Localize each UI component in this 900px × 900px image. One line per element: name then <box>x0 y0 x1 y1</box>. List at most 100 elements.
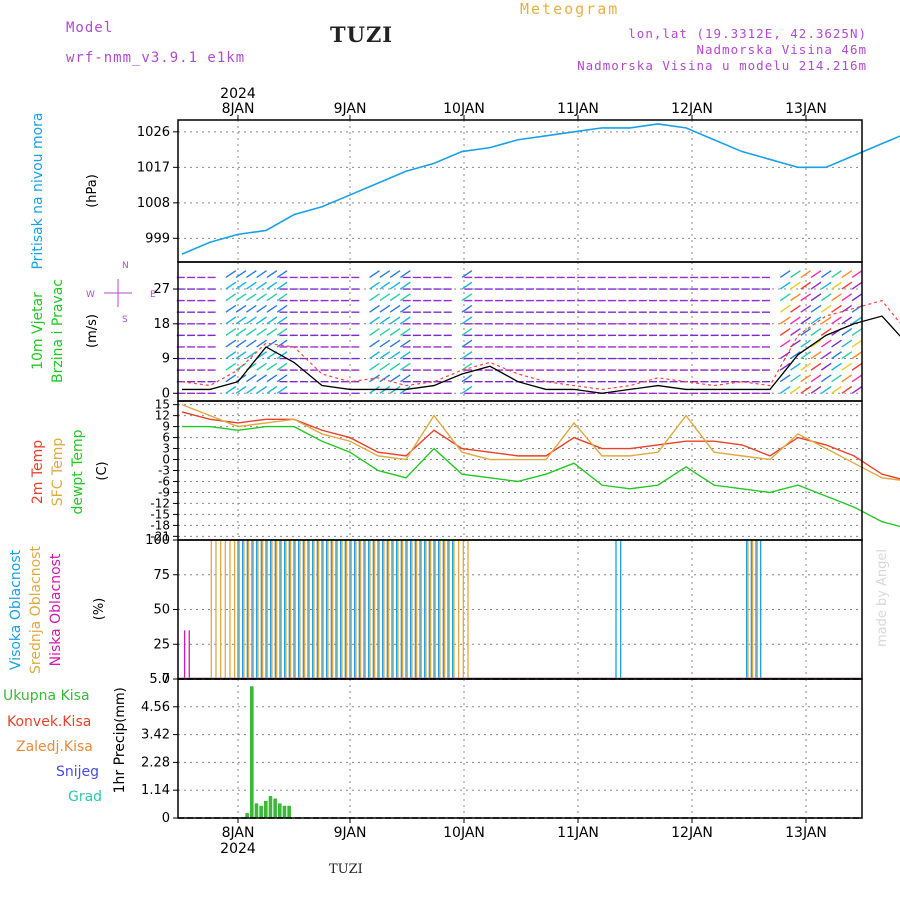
wind-barb <box>841 270 853 279</box>
wind-barb <box>800 374 812 383</box>
precip-bar <box>254 803 259 818</box>
wind-barb <box>246 316 257 325</box>
wind-barb <box>235 293 247 302</box>
wind-barb <box>256 270 267 279</box>
wind-barb <box>276 293 288 302</box>
wind-barb <box>225 270 237 279</box>
y-tick-label: 1.14 <box>141 783 170 798</box>
temp-series-2 <box>182 425 900 528</box>
wind-gust-line <box>181 299 900 391</box>
wind-barb <box>820 293 832 302</box>
wind-barb <box>256 293 267 302</box>
wind-barb <box>810 385 822 394</box>
y-tick-label: 25 <box>153 637 170 652</box>
cloud-unit: (%) <box>92 598 107 621</box>
wind-barb <box>810 339 822 348</box>
wind-barb <box>400 328 411 336</box>
wind-barb <box>235 328 247 336</box>
wind-barb <box>790 281 801 290</box>
precip-bar <box>250 686 254 818</box>
wind-barb <box>225 328 237 336</box>
day-label-bottom: 8JAN <box>222 825 255 841</box>
y-tick-label: 1017 <box>137 160 170 175</box>
wind-barb <box>276 316 288 325</box>
wind-barb <box>831 339 842 348</box>
model-name: wrf-nmm_v3.9.1 e1km <box>66 50 246 66</box>
wind-barb <box>246 270 257 279</box>
y-tick-label: 5.7 <box>149 672 170 687</box>
wind-speed-line <box>182 315 900 394</box>
y-tick-label: 4.56 <box>141 700 170 715</box>
wind-barb <box>800 362 812 371</box>
wind-barb <box>810 362 822 371</box>
y-tick-label: 100 <box>145 533 170 548</box>
wind-barb <box>369 270 380 279</box>
wind-barb <box>246 374 257 383</box>
wind-barb <box>369 316 380 325</box>
wind-barb <box>841 328 853 336</box>
day-label-top: 11JAN <box>557 101 599 117</box>
wind-barb <box>379 293 391 302</box>
wind-axis-title-1: 10m Vjetar <box>30 292 46 370</box>
model-elevation-label: Nadmorska Visina u modelu 214.216m <box>577 58 867 73</box>
y-tick-label: -21 <box>150 529 170 543</box>
wind-barb <box>266 351 278 360</box>
wind-barb <box>369 362 380 371</box>
wind-barb <box>790 328 801 336</box>
wind-barb <box>379 362 391 371</box>
wind-barb <box>246 351 257 360</box>
precip-frame <box>177 678 863 819</box>
y-tick-label: 27 <box>153 282 170 297</box>
wind-barb <box>851 304 863 313</box>
wind-barb <box>779 328 791 336</box>
wind-barb <box>256 362 267 371</box>
wind-barb <box>800 351 812 360</box>
wind-barb <box>820 316 832 325</box>
wind-barb <box>379 281 391 290</box>
year-label-top: 2024 <box>220 86 256 102</box>
wind-barb <box>379 328 391 336</box>
wind-barb <box>831 385 842 394</box>
temp-axis-title-2: dewpt Temp <box>70 429 86 514</box>
wind-barb <box>790 385 801 394</box>
data-layer <box>104 123 900 818</box>
wind-barb <box>800 270 812 279</box>
y-tick-label: 999 <box>145 231 170 246</box>
wind-barb <box>235 316 247 325</box>
y-tick-label: 9 <box>162 420 170 434</box>
pressure-line <box>181 123 900 255</box>
wind-barb <box>779 362 791 371</box>
wind-barb <box>841 293 853 302</box>
wind-barb <box>831 304 842 313</box>
wind-barb <box>225 339 237 348</box>
wind-barb <box>841 351 853 360</box>
wind-barb <box>235 281 247 290</box>
y-tick-label: 0 <box>162 811 170 826</box>
wind-barb <box>276 270 288 279</box>
y-tick-label: -9 <box>158 485 170 499</box>
wind-barb <box>235 339 247 348</box>
day-label-bottom: 10JAN <box>443 825 485 841</box>
wind-barb <box>379 316 391 325</box>
wind-barb <box>831 281 842 290</box>
wind-barb <box>851 328 863 336</box>
wind-barb <box>461 339 473 348</box>
wind-barb <box>790 362 801 371</box>
wind-barb <box>820 281 832 290</box>
wind-barb <box>276 385 288 394</box>
wind-barb <box>246 328 257 336</box>
day-label-top: 9JAN <box>334 101 367 117</box>
wind-barb <box>389 339 401 348</box>
wind-barb <box>266 339 278 348</box>
y-tick-label: 15 <box>155 398 170 412</box>
precip-bar <box>268 796 273 818</box>
wind-barb <box>779 339 791 348</box>
y-tick-label: 1026 <box>137 125 170 140</box>
wind-barb <box>379 339 391 348</box>
y-tick-label: 0 <box>162 672 170 687</box>
wind-unit: (m/s) <box>85 314 100 348</box>
precip-bar <box>259 805 263 818</box>
day-label-bottom: 13JAN <box>785 825 827 841</box>
wind-barb <box>276 374 288 383</box>
wind-barb <box>246 304 257 313</box>
